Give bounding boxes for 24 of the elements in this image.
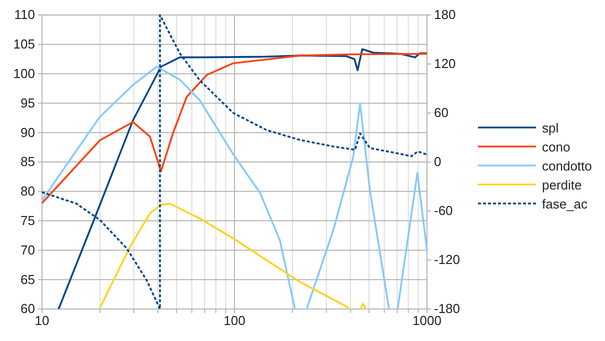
y-tick-label: 105 xyxy=(13,36,35,52)
legend-label: perdite xyxy=(542,178,582,192)
y-tick-label: 60 xyxy=(20,301,35,316)
x-tick-label: 10 xyxy=(34,313,50,328)
legend-label: condotto xyxy=(542,158,592,174)
y2-tick-label: 60 xyxy=(434,105,448,120)
y2-tick-label: 120 xyxy=(434,56,456,72)
y-tick-label: 75 xyxy=(20,212,35,228)
y-tick-label: 110 xyxy=(14,7,35,22)
y-tick-label: 100 xyxy=(13,66,35,81)
legend-label: spl xyxy=(542,120,559,136)
y2-tick-label: -120 xyxy=(434,252,460,268)
y-tick-label: 65 xyxy=(20,272,35,287)
y-tick-label: 90 xyxy=(20,124,35,140)
y2-tick-label: 0 xyxy=(434,154,442,170)
y-tick-label: 70 xyxy=(20,242,35,258)
legend-label: cono xyxy=(542,140,570,154)
y-tick-label: 95 xyxy=(20,95,35,110)
y2-tick-label: -60 xyxy=(434,203,453,218)
y-tick-label: 80 xyxy=(20,184,35,199)
y2-tick-label: 180 xyxy=(434,7,456,22)
x-tick-label: 100 xyxy=(224,313,246,328)
y-tick-label: 85 xyxy=(20,154,35,170)
legend-label: fase_ac xyxy=(542,196,588,212)
